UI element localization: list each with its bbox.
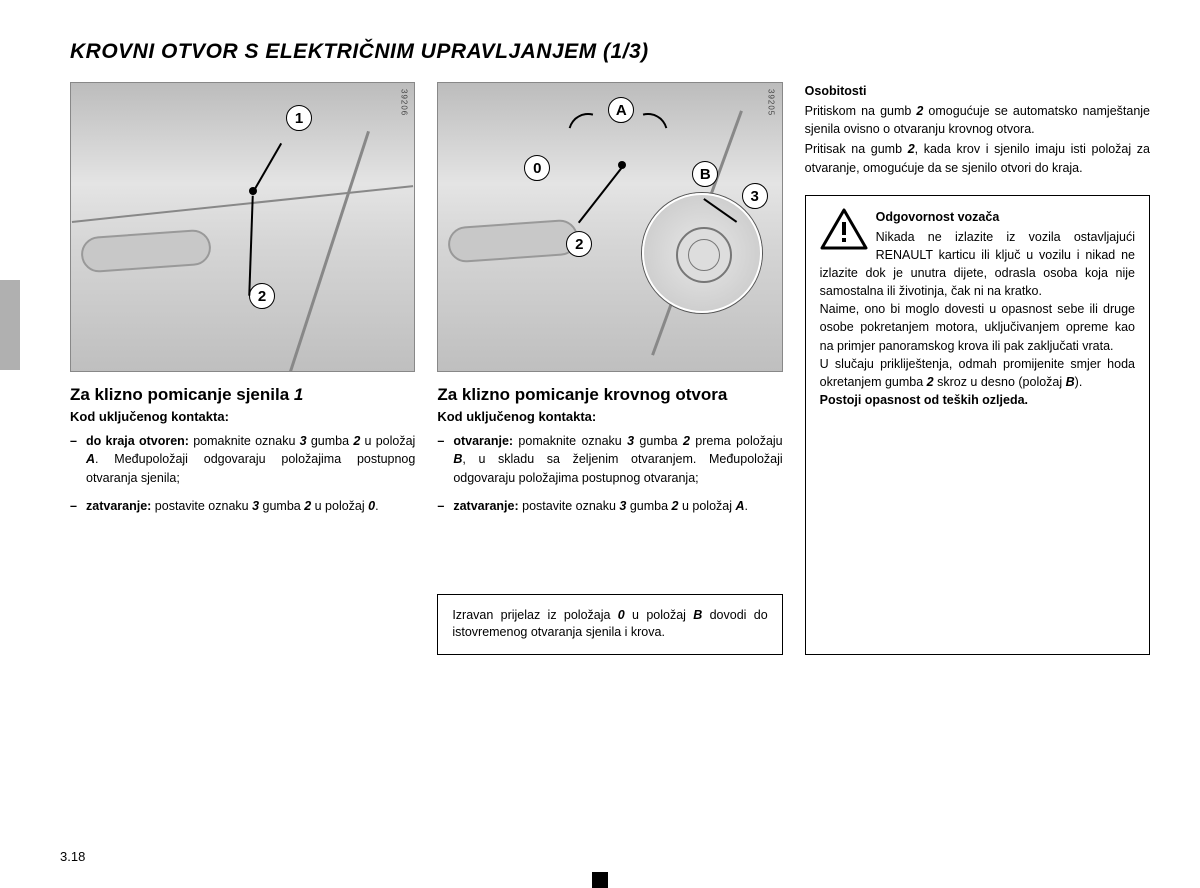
footer-mark bbox=[592, 872, 608, 888]
list-item: zatvaranje: postavite oznaku 3 gumba 2 u… bbox=[437, 497, 782, 515]
col1-subheading: Kod uključenog kontakta: bbox=[70, 409, 415, 424]
col2-subheading: Kod uključenog kontakta: bbox=[437, 409, 782, 424]
title-sub: (1/3) bbox=[603, 40, 649, 63]
detail-inset bbox=[642, 193, 762, 313]
list-item: zatvaranje: postavite oznaku 3 gumba 2 u… bbox=[70, 497, 415, 515]
list-item: do kraja otvoren: pomaknite oznaku 3 gum… bbox=[70, 432, 415, 486]
figure-1: 39206 1 2 bbox=[70, 82, 415, 372]
figure-1-number: 39206 bbox=[399, 89, 408, 116]
column-3: Osobitosti Pritiskom na gumb 2 omogućuje… bbox=[805, 82, 1150, 655]
page-title: KROVNI OTVOR S ELEKTRIČNIM UPRAVLJANJEM … bbox=[70, 40, 1150, 64]
warning-p2: Naime, ono bi moglo dovesti u opasnost s… bbox=[820, 302, 1135, 352]
col1-list: do kraja otvoren: pomaknite oznaku 3 gum… bbox=[70, 432, 415, 525]
side-tab bbox=[0, 280, 20, 370]
page-number: 3.18 bbox=[60, 849, 85, 864]
content-columns: 39206 1 2 Za klizno pomicanje sjenila 1 … bbox=[70, 82, 1150, 655]
col3-p2: Pritisak na gumb 2, kada krov i sjenilo … bbox=[805, 140, 1150, 176]
note-box: Izravan prijelaz iz položaja 0 u položaj… bbox=[437, 594, 782, 655]
title-main: KROVNI OTVOR S ELEKTRIČNIM UPRAVLJANJEM bbox=[70, 40, 603, 63]
callout-1: 1 bbox=[286, 105, 312, 131]
col2-list: otvaranje: pomaknite oznaku 3 gumba 2 pr… bbox=[437, 432, 782, 525]
list-item: otvaranje: pomaknite oznaku 3 gumba 2 pr… bbox=[437, 432, 782, 486]
column-1: 39206 1 2 Za klizno pomicanje sjenila 1 … bbox=[70, 82, 415, 655]
col2-heading: Za klizno pomicanje krovnog otvora bbox=[437, 384, 782, 405]
warning-p4: Postoji opasnost od teških ozljeda. bbox=[820, 393, 1028, 407]
column-2: 39205 A 0 B 2 3 Za klizno pomicanje krov… bbox=[437, 82, 782, 655]
warning-icon bbox=[820, 208, 868, 250]
warning-box: Odgovornost vozača Nikada ne izlazite iz… bbox=[805, 195, 1150, 655]
figure-2-number: 39205 bbox=[767, 89, 776, 116]
col3-h1: Osobitosti bbox=[805, 82, 1150, 100]
callout-3: 3 bbox=[742, 183, 768, 209]
col1-heading: Za klizno pomicanje sjenila 1 bbox=[70, 384, 415, 405]
figure-2: 39205 A 0 B 2 3 bbox=[437, 82, 782, 372]
callout-2: 2 bbox=[249, 283, 275, 309]
warning-p3: U slučaju prikliještenja, odmah promijen… bbox=[820, 357, 1135, 389]
col3-p1: Pritiskom na gumb 2 omogućuje se automat… bbox=[805, 102, 1150, 138]
